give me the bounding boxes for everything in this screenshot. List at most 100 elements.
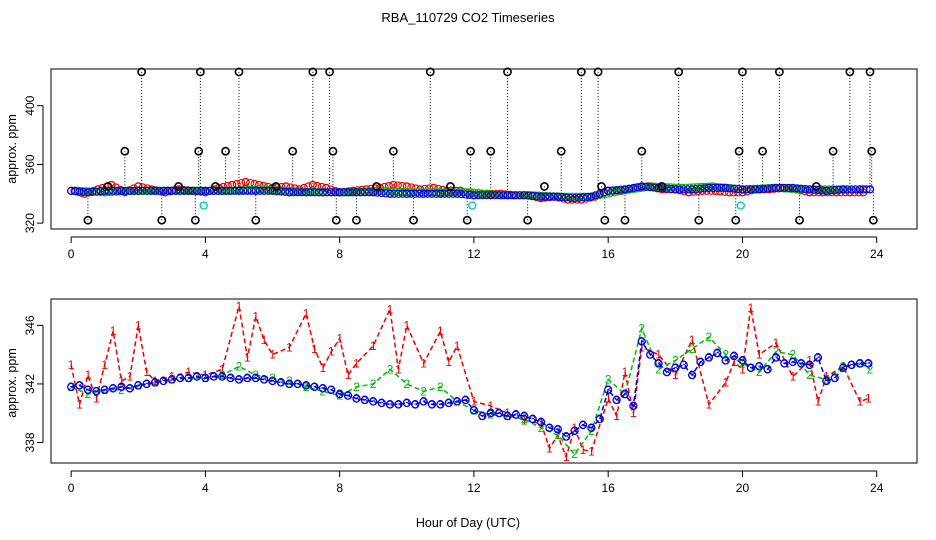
bottom-x-tick-label: 4: [202, 481, 209, 495]
marker-circle-3: [218, 372, 227, 381]
marker-label-3: 3: [471, 403, 478, 417]
marker-circle-3: [444, 398, 453, 408]
marker-circle-3: [687, 370, 697, 380]
marker-circle-3: [813, 353, 823, 362]
marker-blue: [717, 183, 726, 192]
marker-blue: [532, 192, 541, 201]
marker-blue: [646, 183, 655, 192]
marker-label-3: 3: [101, 383, 108, 397]
marker-circle-3: [377, 398, 386, 408]
marker-circle-3: [654, 359, 663, 368]
marker-circle-3: [578, 420, 588, 430]
marker-blue: [625, 184, 634, 193]
marker-blue: [293, 188, 302, 197]
marker-outlier: [867, 146, 877, 156]
marker-circle-3: [637, 337, 646, 346]
marker-label-3: 3: [294, 377, 301, 391]
marker-label-2: 2: [756, 365, 763, 379]
marker-blue: [776, 183, 785, 192]
marker-label-3: 3: [563, 430, 570, 444]
marker-label-1: 1: [387, 302, 394, 316]
marker-blue: [440, 189, 449, 198]
marker-outlier: [597, 182, 606, 191]
top-panel: approx. ppm 0 4 8 12 16 20 24 320 360 400: [5, 67, 918, 261]
marker-circle-3: [369, 397, 378, 406]
marker-circle-3: [335, 390, 344, 399]
marker-blue: [331, 188, 340, 197]
marker-blue: [218, 186, 227, 195]
marker-blue: [432, 189, 441, 198]
marker-outlier: [674, 67, 684, 77]
marker-blue: [448, 189, 458, 198]
marker-green: [606, 188, 615, 198]
marker-label-1: 1: [118, 374, 125, 388]
marker-blue: [306, 188, 315, 197]
marker-label-1: 1: [185, 365, 192, 379]
marker-label-1: 1: [101, 358, 108, 372]
top-y-tick-label: 320: [23, 213, 37, 233]
marker-label-1: 1: [252, 310, 259, 324]
marker-circle-3: [184, 373, 193, 383]
marker-blue: [71, 187, 80, 196]
marker-label-3: 3: [261, 373, 268, 387]
marker-blue: [486, 191, 495, 200]
marker-label-3: 3: [227, 371, 234, 385]
marker-blue: [117, 186, 126, 195]
marker-blue: [545, 192, 554, 201]
bottom-plot-frame: [50, 298, 918, 464]
marker-outlier: [593, 67, 603, 77]
marker-outlier: [620, 215, 630, 225]
marker-blue: [171, 186, 181, 195]
marker-outlier: [694, 215, 704, 225]
marker-label-3: 3: [412, 397, 419, 411]
marker-label-3: 3: [462, 393, 469, 407]
marker-label-1: 1: [748, 301, 755, 315]
marker-circle-3: [66, 382, 76, 392]
marker-blue: [562, 193, 571, 202]
marker-outlier: [811, 182, 821, 191]
marker-blue: [713, 183, 722, 192]
marker-circle-3: [729, 351, 739, 361]
marker-label-3: 3: [848, 358, 855, 372]
marker-circle-3: [134, 381, 143, 390]
marker-blue: [553, 192, 562, 201]
marker-blue: [457, 190, 466, 199]
top-x-tick-label: 0: [68, 247, 75, 261]
bottom-y-tick-label: 338: [23, 432, 37, 452]
marker-circle-3: [176, 373, 185, 383]
marker-label-3: 3: [773, 351, 780, 365]
bottom-x-tick-label: 12: [467, 481, 481, 495]
marker-label-3: 3: [823, 374, 830, 388]
marker-label-2: 2: [638, 321, 645, 335]
marker-blue: [788, 183, 797, 193]
marker-outlier: [865, 67, 875, 77]
marker-label-1: 1: [605, 392, 612, 406]
marker-label-1: 1: [471, 395, 478, 409]
marker-blue: [499, 191, 508, 200]
marker-label-2: 2: [85, 387, 92, 401]
marker-outlier: [234, 67, 244, 77]
marker-blue: [667, 184, 676, 194]
marker-blue: [465, 190, 474, 199]
marker-blue: [385, 189, 395, 198]
marker-label-3: 3: [353, 392, 360, 406]
marker-label-2: 2: [722, 348, 729, 362]
marker-blue: [104, 186, 113, 195]
marker-label-3: 3: [739, 354, 746, 368]
marker-outlier: [103, 182, 113, 191]
marker-label-2: 2: [219, 368, 226, 382]
marker-circle-3: [486, 409, 495, 418]
marker-blue: [541, 192, 550, 201]
marker-label-3: 3: [370, 395, 377, 409]
marker-circle-3: [520, 411, 529, 421]
marker-circle-3: [394, 400, 403, 409]
marker-circle-3: [662, 368, 672, 377]
marker-red: [398, 181, 407, 190]
marker-green: [542, 191, 551, 201]
marker-blue: [469, 191, 479, 200]
marker-blue: [662, 184, 671, 193]
marker-circle-3: [855, 359, 865, 368]
marker-outlier: [288, 146, 298, 156]
marker-label-1: 1: [580, 443, 587, 457]
